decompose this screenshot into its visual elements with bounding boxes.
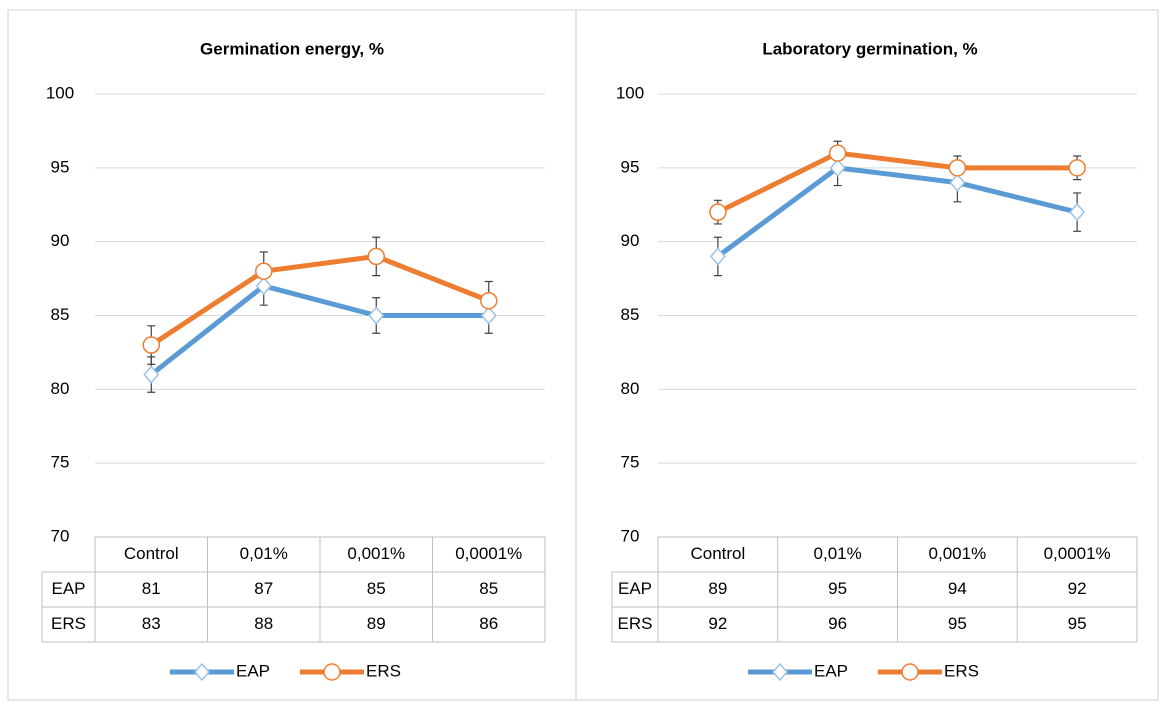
y-tick-label: 70 [621,526,640,545]
y-tick-label: 70 [51,526,70,545]
legend-marker [194,662,210,682]
series-line [716,165,1078,259]
y-tick-label: 75 [621,453,640,472]
table-row-label: EAP [51,579,85,598]
marker [142,336,160,354]
marker [1068,159,1086,177]
series-line [149,253,490,348]
marker [480,306,497,325]
table-header: Control [124,544,179,563]
table-cell: 92 [1068,579,1087,598]
marker [367,247,385,266]
marker [709,247,726,266]
table-header: 0,0001% [455,544,522,563]
series-line [149,283,489,377]
table-cell: 95 [948,614,967,633]
legend-label: EAP [814,661,848,680]
y-tick-label: 95 [621,157,640,176]
table-cell: 95 [1068,614,1087,633]
marker [709,203,727,221]
series-line [716,150,1078,215]
legend-marker [323,663,341,681]
y-tick-label: 85 [51,305,70,324]
table-cell: 86 [479,614,498,633]
frame [7,9,1159,701]
table-cell: 85 [367,579,386,598]
table-row-label: ERS [51,614,86,633]
table-row-label: EAP [618,579,652,598]
table-cell: 88 [254,614,273,633]
table-cell: 94 [948,579,967,598]
y-tick-label: 85 [621,305,640,324]
table-cell: 95 [828,579,847,598]
table-cell: 87 [254,579,273,598]
marker [480,291,498,310]
marker [255,276,272,296]
legend-marker [772,662,788,682]
table-cell: 92 [708,614,727,633]
marker [255,262,273,280]
legend-marker [901,663,919,681]
chart-title: Laboratory germination, % [762,39,977,58]
marker [829,158,846,177]
table-header: 0,001% [347,544,405,563]
table-header: 0,01% [240,544,288,563]
y-tick-label: 90 [621,231,640,250]
y-tick-label: 95 [51,157,70,176]
marker [948,159,967,177]
table-cell: 85 [479,579,498,598]
legend-label: EAP [236,661,270,680]
table-cell: 89 [367,614,386,633]
legend-label: ERS [944,661,979,680]
y-tick-label: 90 [51,231,70,250]
marker [368,306,385,325]
y-tick-label: 80 [621,379,640,398]
table-cell: 81 [142,579,161,598]
table-row-label: ERS [618,614,653,633]
table-cell: 89 [708,579,727,598]
marker [143,365,160,384]
table-header: 0,01% [814,544,862,563]
table-cell: 83 [142,614,161,633]
table-header: Control [690,544,745,563]
legend-label: ERS [366,661,401,680]
chart-title: Germination energy, % [200,39,384,58]
marker [949,173,966,192]
y-tick-label: 75 [51,453,70,472]
marker [828,144,847,162]
y-tick-label: 80 [51,379,70,398]
y-tick-label: 100 [46,83,74,102]
y-tick-label: 100 [616,83,644,102]
table-cell: 96 [828,614,847,633]
marker [1069,202,1086,222]
table-header: 0,0001% [1044,544,1111,563]
table-header: 0,001% [929,544,987,563]
